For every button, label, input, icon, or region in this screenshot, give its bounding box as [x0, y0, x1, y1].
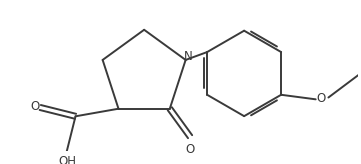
Text: O: O: [30, 100, 39, 113]
Text: O: O: [186, 143, 195, 156]
Text: O: O: [317, 92, 326, 105]
Text: OH: OH: [58, 155, 77, 164]
Text: N: N: [183, 50, 192, 63]
